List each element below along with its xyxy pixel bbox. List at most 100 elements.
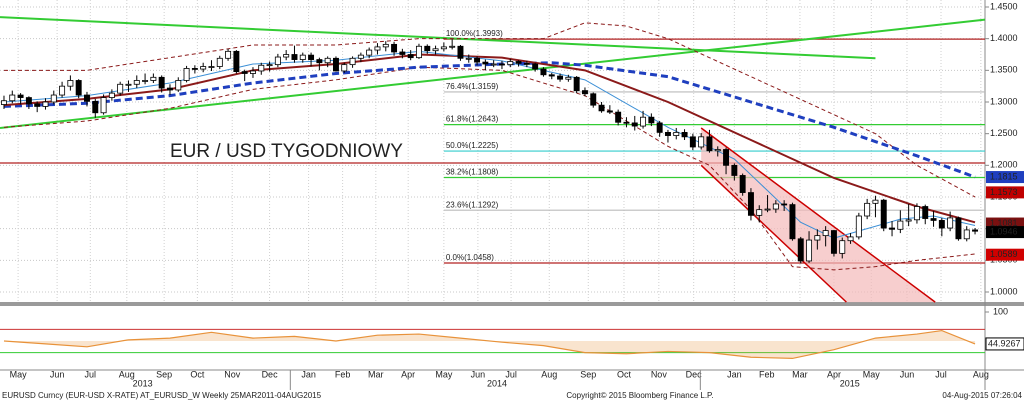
candle-body — [208, 66, 215, 68]
candle-body — [781, 203, 788, 206]
candle-body — [424, 45, 431, 52]
candle-body — [457, 45, 464, 59]
y-tick-label: 1.4500 — [990, 1, 1018, 11]
x-tick-label: Apr — [827, 369, 841, 379]
candle-body — [233, 50, 240, 72]
candle-body — [581, 90, 588, 95]
candle-body — [897, 220, 904, 230]
candle-body — [930, 218, 937, 221]
channel-line — [700, 164, 847, 303]
candle-body — [108, 92, 115, 98]
overlay-line — [3, 22, 976, 198]
candle-body — [34, 103, 41, 107]
candle-body — [523, 62, 530, 65]
candle-body — [274, 56, 281, 66]
candle-body — [100, 97, 107, 114]
price-tag-label: 1.1081 — [990, 218, 1018, 228]
candle-body — [706, 136, 713, 152]
x-tick-label: Jun — [900, 369, 915, 379]
y-tick-label: 1.2000 — [990, 160, 1018, 170]
candle-body — [216, 57, 223, 67]
candle-body — [648, 116, 655, 124]
candle-body — [167, 87, 173, 91]
x-tick-label: Jul — [505, 369, 517, 379]
price-tag — [986, 248, 1024, 261]
candle-body — [640, 116, 647, 127]
candle-body — [407, 54, 414, 59]
overlay-line — [3, 50, 976, 239]
candle-body — [316, 59, 323, 64]
candle-body — [615, 111, 622, 123]
price-tag-label: 1.1815 — [990, 171, 1018, 181]
candle-body — [75, 80, 82, 96]
candle-body — [656, 122, 663, 133]
candle-body — [590, 93, 597, 106]
candle-body — [415, 45, 422, 59]
year-label: 2014 — [487, 378, 507, 388]
candle-body — [191, 68, 198, 70]
candle-body — [548, 74, 555, 77]
overlay-line — [0, 18, 986, 129]
candle-body — [17, 94, 24, 98]
candle-body — [490, 63, 497, 66]
candle-body — [125, 83, 132, 86]
candle-body — [474, 57, 481, 63]
x-tick-label: Apr — [401, 369, 415, 379]
candle-body — [482, 61, 489, 65]
candle-body — [913, 206, 920, 221]
price-tag-label: 1.1573 — [990, 187, 1018, 197]
x-tick-label: Jul — [935, 369, 947, 379]
candle-body — [399, 51, 406, 55]
candle-body — [183, 68, 190, 81]
y-tick-label: 1.0000 — [990, 286, 1018, 296]
x-tick-label: Mar — [368, 369, 384, 379]
candle-body — [963, 229, 970, 240]
chart-title: EUR / USD TYGODNIOWY — [170, 141, 403, 162]
candle-body — [382, 43, 389, 48]
candle-body — [623, 121, 630, 124]
y-tick-label: 100 — [993, 306, 1008, 316]
fib-label: 76.4%(1.3159) — [446, 82, 499, 91]
fib-label: 50.0%(1.2225) — [446, 141, 499, 150]
candle-body — [258, 64, 265, 72]
candle-body — [324, 57, 331, 64]
channel-line — [700, 127, 936, 303]
candle-body — [681, 131, 688, 138]
candle-body — [872, 199, 879, 204]
x-tick-label: Oct — [617, 369, 632, 379]
candle-body — [9, 94, 16, 102]
y-tick-label: 1.2500 — [990, 128, 1018, 138]
price-tag — [986, 226, 1024, 239]
fib-label: 0.0%(1.0458) — [446, 253, 494, 262]
year-label: 2013 — [133, 378, 153, 388]
x-tick-label: May — [863, 369, 881, 379]
x-tick-label: Dec — [262, 369, 279, 379]
candle-body — [133, 80, 140, 85]
candle-body — [498, 63, 505, 66]
overlay-line — [0, 16, 876, 60]
candle-body — [440, 46, 447, 50]
candle-body — [938, 220, 945, 229]
year-label: 2015 — [840, 378, 860, 388]
fib-label: 61.8%(1.2643) — [446, 115, 499, 124]
footer-left: EURUSD Curncy (EUR-USD X-RATE) AT_EURUSD… — [2, 391, 322, 400]
x-tick-label: Aug — [541, 369, 557, 379]
candle-body — [955, 217, 962, 240]
candle-body — [830, 230, 837, 254]
plot: 1.00001.05001.10001.15001.20001.25001.30… — [0, 0, 1024, 390]
candle-body — [565, 76, 572, 80]
candle-body — [332, 57, 339, 72]
price-tag-label: 1.0589 — [990, 249, 1018, 259]
candle-body — [42, 101, 49, 107]
candle-body — [764, 208, 771, 211]
candle-body — [142, 80, 149, 82]
footer-right: 04-Aug-2015 07:26:04 — [942, 391, 1022, 400]
candle-body — [341, 64, 348, 72]
x-tick-label: Jan — [727, 369, 742, 379]
fib-label: 100.0%(1.3993) — [446, 29, 503, 38]
last-value-label: 44.9267 — [988, 338, 1021, 348]
candle-body — [391, 43, 398, 53]
